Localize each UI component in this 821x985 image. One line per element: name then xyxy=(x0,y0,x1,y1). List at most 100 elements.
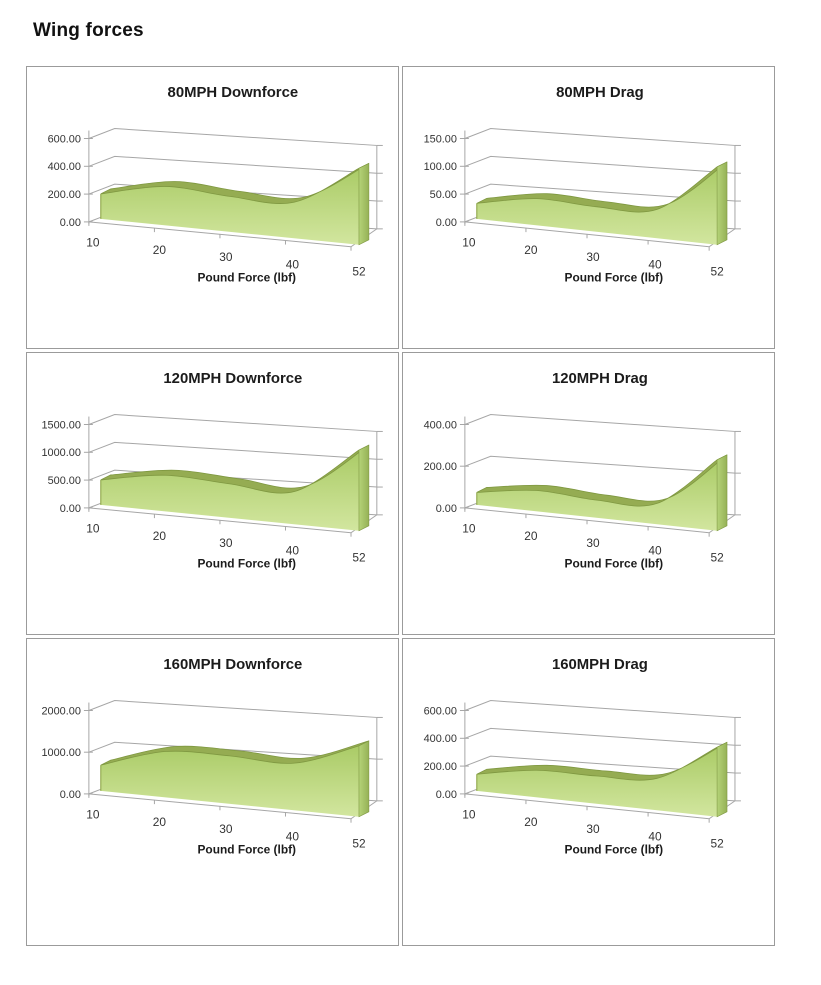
area-series xyxy=(100,162,370,246)
chart-panel-160mph-drag: 160MPH Drag 0.00 200.00 400.00 600.00 10 20 30 4… xyxy=(402,638,775,946)
x-axis: 10 20 30 40 52 Pound Force (lbf) xyxy=(462,507,724,570)
svg-text:0.00: 0.00 xyxy=(60,789,81,801)
area-end-cap xyxy=(358,162,370,246)
x-axis-title: Pound Force (lbf) xyxy=(565,842,664,856)
chart-title: 80MPH Drag xyxy=(556,85,644,101)
charts-grid: 80MPH Downforce 0.00 200.00 400.00 600.00 10 2… xyxy=(26,66,775,946)
svg-text:30: 30 xyxy=(586,250,600,264)
chart-160mph-drag: 160MPH Drag 0.00 200.00 400.00 600.00 10 20 30 4… xyxy=(424,657,741,856)
svg-text:40: 40 xyxy=(286,543,300,557)
x-axis-title: Pound Force (lbf) xyxy=(565,556,664,570)
svg-text:30: 30 xyxy=(219,822,233,836)
chart-160mph-downforce: 160MPH Downforce 0.00 1000.00 2000.00 10 20 30… xyxy=(41,657,383,856)
svg-text:10: 10 xyxy=(462,236,476,250)
svg-text:40: 40 xyxy=(648,257,662,271)
svg-text:200.00: 200.00 xyxy=(424,761,457,773)
svg-text:200.00: 200.00 xyxy=(424,461,457,473)
chart-panel-80mph-drag: 80MPH Drag 0.00 50.00 100.00 150.00 10 20 30 40 5… xyxy=(402,66,775,349)
svg-text:500.00: 500.00 xyxy=(48,475,81,487)
x-axis: 10 20 30 40 52 Pound Force (lbf) xyxy=(86,221,366,284)
svg-text:600.00: 600.00 xyxy=(424,705,457,717)
svg-text:10: 10 xyxy=(462,808,476,822)
svg-text:0.00: 0.00 xyxy=(436,217,457,229)
svg-text:30: 30 xyxy=(586,536,600,550)
svg-text:1000.00: 1000.00 xyxy=(41,447,80,459)
x-axis-title: Pound Force (lbf) xyxy=(197,842,296,856)
area-front-face xyxy=(476,166,718,245)
svg-text:20: 20 xyxy=(153,815,167,829)
svg-text:1500.00: 1500.00 xyxy=(41,419,80,431)
svg-text:0.00: 0.00 xyxy=(436,789,457,801)
area-end-cap xyxy=(358,740,370,818)
svg-text:40: 40 xyxy=(648,543,662,557)
area-series xyxy=(476,741,728,818)
chart-panel-160mph-downforce: 160MPH Downforce 0.00 1000.00 2000.00 10 20 30… xyxy=(26,638,399,946)
x-axis: 10 20 30 40 52 Pound Force (lbf) xyxy=(86,793,366,856)
svg-text:10: 10 xyxy=(86,236,100,250)
area-end-cap xyxy=(358,444,370,532)
chart-title: 160MPH Downforce xyxy=(163,657,302,673)
svg-text:52: 52 xyxy=(710,265,724,279)
x-axis-title: Pound Force (lbf) xyxy=(197,270,296,284)
svg-text:20: 20 xyxy=(153,243,167,257)
x-axis: 10 20 30 40 52 Pound Force (lbf) xyxy=(462,221,724,284)
svg-text:40: 40 xyxy=(286,257,300,271)
svg-text:200.00: 200.00 xyxy=(48,189,81,201)
area-series xyxy=(476,161,728,246)
svg-text:0.00: 0.00 xyxy=(60,217,81,229)
svg-text:400.00: 400.00 xyxy=(424,733,457,745)
area-end-cap xyxy=(716,741,728,818)
area-front-face xyxy=(100,450,359,531)
svg-text:10: 10 xyxy=(86,808,100,822)
svg-text:400.00: 400.00 xyxy=(424,419,457,431)
svg-text:10: 10 xyxy=(462,522,476,536)
area-front-face xyxy=(476,459,718,531)
chart-80mph-downforce: 80MPH Downforce 0.00 200.00 400.00 600.00 10 2… xyxy=(48,85,383,284)
chart-120mph-drag: 120MPH Drag 0.00 200.00 400.00 10 20 30 40 52 Pou… xyxy=(424,371,741,570)
y-axis: 0.00 200.00 400.00 600.00 xyxy=(48,128,383,230)
x-axis: 10 20 30 40 52 Pound Force (lbf) xyxy=(462,793,724,856)
svg-text:52: 52 xyxy=(352,551,366,565)
chart-120mph-downforce: 120MPH Downforce 0.00 500.00 1000.00 1500.00… xyxy=(41,371,383,570)
svg-text:20: 20 xyxy=(524,815,538,829)
svg-text:150.00: 150.00 xyxy=(424,133,457,145)
chart-panel-80mph-downforce: 80MPH Downforce 0.00 200.00 400.00 600.00 10 2… xyxy=(26,66,399,349)
svg-text:100.00: 100.00 xyxy=(424,161,457,173)
area-series xyxy=(100,444,370,532)
area-end-cap xyxy=(716,454,728,532)
svg-text:30: 30 xyxy=(219,250,233,264)
chart-title: 120MPH Drag xyxy=(552,371,648,387)
svg-text:1000.00: 1000.00 xyxy=(41,747,80,759)
svg-text:52: 52 xyxy=(352,837,366,851)
chart-80mph-drag: 80MPH Drag 0.00 50.00 100.00 150.00 10 20 30 40 5… xyxy=(424,85,741,284)
chart-title: 160MPH Drag xyxy=(552,657,648,673)
area-front-face xyxy=(100,745,359,817)
svg-text:52: 52 xyxy=(710,837,724,851)
svg-text:600.00: 600.00 xyxy=(48,133,81,145)
svg-text:40: 40 xyxy=(286,829,300,843)
svg-text:0.00: 0.00 xyxy=(60,503,81,515)
svg-text:50.00: 50.00 xyxy=(430,189,457,201)
area-series xyxy=(476,454,728,532)
chart-panel-120mph-drag: 120MPH Drag 0.00 200.00 400.00 10 20 30 40 52 Pou… xyxy=(402,352,775,635)
chart-title: 80MPH Downforce xyxy=(168,85,299,101)
x-axis: 10 20 30 40 52 Pound Force (lbf) xyxy=(86,507,366,570)
svg-text:40: 40 xyxy=(648,829,662,843)
svg-text:20: 20 xyxy=(524,243,538,257)
area-front-face xyxy=(476,747,718,817)
svg-text:2000.00: 2000.00 xyxy=(41,705,80,717)
svg-text:30: 30 xyxy=(219,536,233,550)
area-series xyxy=(100,740,370,818)
svg-text:10: 10 xyxy=(86,522,100,536)
svg-text:400.00: 400.00 xyxy=(48,161,81,173)
area-end-cap xyxy=(716,161,728,246)
area-front-face xyxy=(100,168,359,245)
svg-text:20: 20 xyxy=(524,529,538,543)
chart-panel-120mph-downforce: 120MPH Downforce 0.00 500.00 1000.00 1500.00… xyxy=(26,352,399,635)
page-title: Wing forces xyxy=(33,19,144,41)
svg-text:30: 30 xyxy=(586,822,600,836)
x-axis-title: Pound Force (lbf) xyxy=(565,270,664,284)
svg-text:52: 52 xyxy=(710,551,724,565)
chart-title: 120MPH Downforce xyxy=(163,371,302,387)
x-axis-title: Pound Force (lbf) xyxy=(197,556,296,570)
